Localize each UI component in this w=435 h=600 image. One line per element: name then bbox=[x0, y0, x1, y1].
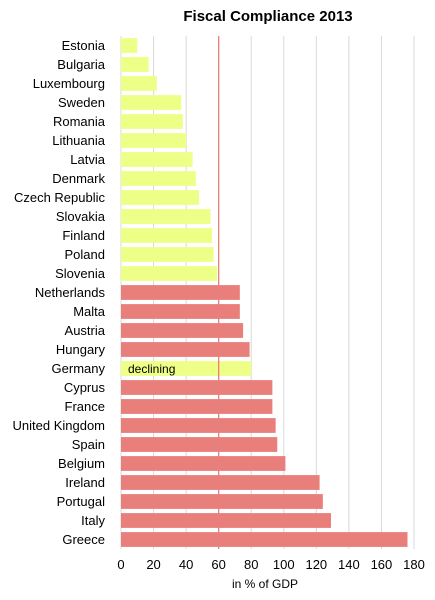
category-label: United Kingdom bbox=[13, 418, 106, 433]
category-label: Denmark bbox=[52, 171, 105, 186]
category-label: France bbox=[65, 399, 105, 414]
category-label: Luxembourg bbox=[33, 76, 105, 91]
x-axis-title: in % of GDP bbox=[232, 577, 298, 591]
bar-hungary bbox=[121, 342, 250, 357]
bar-united-kingdom bbox=[121, 418, 276, 433]
x-tick-label: 40 bbox=[179, 557, 193, 572]
x-tick-label: 160 bbox=[371, 557, 393, 572]
category-label: Austria bbox=[65, 323, 106, 338]
category-label: Estonia bbox=[62, 38, 106, 53]
bar-ireland bbox=[121, 475, 320, 490]
bar-portugal bbox=[121, 494, 323, 509]
bar-luxembourg bbox=[121, 76, 157, 91]
bar-france bbox=[121, 399, 273, 414]
category-label: Romania bbox=[53, 114, 106, 129]
x-tick-label: 60 bbox=[211, 557, 225, 572]
bar-latvia bbox=[121, 152, 193, 167]
x-tick-label: 0 bbox=[117, 557, 124, 572]
bar-poland bbox=[121, 247, 214, 262]
category-label: Cyprus bbox=[64, 380, 106, 395]
bar-austria bbox=[121, 323, 244, 338]
category-label: Czech Republic bbox=[14, 190, 106, 205]
bar-lithuania bbox=[121, 133, 187, 148]
category-label: Italy bbox=[81, 513, 105, 528]
category-label: Hungary bbox=[56, 342, 106, 357]
bar-sweden bbox=[121, 95, 182, 110]
category-label: Bulgaria bbox=[57, 57, 105, 72]
category-label: Belgium bbox=[58, 456, 105, 471]
annotation-declining: declining bbox=[128, 362, 175, 376]
x-tick-label: 80 bbox=[244, 557, 258, 572]
x-tick-label: 140 bbox=[338, 557, 360, 572]
category-label: Portugal bbox=[57, 494, 106, 509]
category-label: Slovakia bbox=[56, 209, 106, 224]
bar-bulgaria bbox=[121, 57, 149, 72]
category-label: Lithuania bbox=[52, 133, 106, 148]
bar-greece bbox=[121, 532, 408, 547]
category-label: Netherlands bbox=[35, 285, 106, 300]
bar-cyprus bbox=[121, 380, 273, 395]
bar-italy bbox=[121, 513, 331, 528]
bar-malta bbox=[121, 304, 240, 319]
bar-belgium bbox=[121, 456, 286, 471]
category-label: Germany bbox=[52, 361, 106, 376]
bar-finland bbox=[121, 228, 213, 243]
category-label: Ireland bbox=[65, 475, 105, 490]
bar-denmark bbox=[121, 171, 196, 186]
x-tick-labels: 0 20 40 60 80 100 120 140 160 180 bbox=[117, 557, 424, 572]
bar-romania bbox=[121, 114, 183, 129]
category-label: Greece bbox=[62, 532, 105, 547]
bars bbox=[121, 38, 408, 547]
x-tick-label: 100 bbox=[273, 557, 295, 572]
bar-spain bbox=[121, 437, 278, 452]
category-label: Finland bbox=[62, 228, 105, 243]
x-tick-label: 120 bbox=[305, 557, 327, 572]
category-label: Malta bbox=[73, 304, 106, 319]
bar-netherlands bbox=[121, 285, 240, 300]
bar-slovenia bbox=[121, 266, 218, 281]
category-label: Latvia bbox=[70, 152, 105, 167]
category-label: Slovenia bbox=[55, 266, 106, 281]
x-tick-label: 180 bbox=[403, 557, 425, 572]
chart-title: Fiscal Compliance 2013 bbox=[183, 8, 352, 25]
bar-estonia bbox=[121, 38, 138, 53]
category-label: Sweden bbox=[58, 95, 105, 110]
x-tick-label: 20 bbox=[146, 557, 160, 572]
category-label: Poland bbox=[65, 247, 105, 262]
annotations: declining bbox=[128, 362, 175, 376]
bar-slovakia bbox=[121, 209, 211, 224]
bar-czech-republic bbox=[121, 190, 200, 205]
category-labels: Estonia Bulgaria Luxembourg Sweden Romania Li… bbox=[13, 38, 106, 547]
category-label: Spain bbox=[72, 437, 105, 452]
